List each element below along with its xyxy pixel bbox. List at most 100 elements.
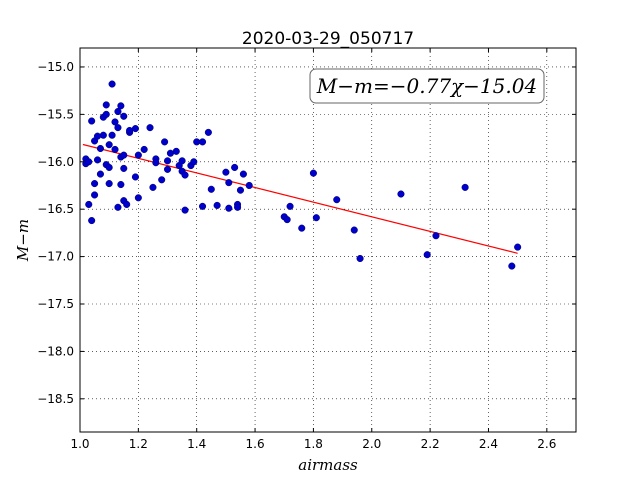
data-point xyxy=(161,138,169,146)
data-point xyxy=(120,112,128,120)
data-point xyxy=(190,158,198,166)
data-point xyxy=(356,254,364,263)
data-point xyxy=(222,168,230,176)
data-point xyxy=(309,169,317,177)
x-tick-label: 1.6 xyxy=(246,437,265,451)
chart-title: 2020-03-29_050717 xyxy=(242,29,414,49)
data-point xyxy=(120,151,128,159)
annotation-text: M−m=−0.77χ−15.04 xyxy=(316,74,537,98)
data-point xyxy=(140,145,148,154)
x-tick-label: 2.2 xyxy=(421,437,440,451)
data-point xyxy=(134,194,142,202)
data-point xyxy=(131,125,139,133)
y-tick-label: −15.5 xyxy=(37,107,74,121)
data-point xyxy=(102,101,110,109)
x-tick-label: 1.4 xyxy=(187,437,206,451)
y-tick-label: −16.0 xyxy=(37,155,74,169)
annotation-box xyxy=(309,68,545,104)
data-point xyxy=(163,165,172,173)
data-point xyxy=(163,157,172,165)
data-point xyxy=(207,185,215,193)
data-point xyxy=(234,203,242,211)
data-point xyxy=(283,216,291,224)
y-tick-label: −15.0 xyxy=(37,60,74,74)
data-point xyxy=(213,201,221,209)
data-point xyxy=(333,196,341,204)
data-point xyxy=(120,164,128,172)
data-point xyxy=(225,204,233,212)
data-point xyxy=(114,203,122,211)
data-point xyxy=(88,117,96,125)
data-point xyxy=(114,107,122,116)
data-point xyxy=(105,163,113,172)
x-tick-label: 2.0 xyxy=(362,437,381,451)
data-point xyxy=(172,147,180,155)
data-point xyxy=(231,163,239,172)
data-point xyxy=(88,217,96,225)
data-point xyxy=(105,141,113,149)
grid xyxy=(79,48,576,432)
data-point xyxy=(99,131,107,139)
data-point xyxy=(149,183,157,191)
data-point xyxy=(93,156,102,164)
data-point xyxy=(181,171,189,179)
data-point xyxy=(114,124,122,132)
plot-frame xyxy=(79,47,577,433)
data-point xyxy=(93,132,102,140)
data-point xyxy=(85,158,93,166)
x-tick-label: 2.6 xyxy=(537,437,556,451)
fit-annotation: M−m=−0.77χ−15.04 xyxy=(309,68,545,104)
data-point xyxy=(123,200,131,208)
data-point xyxy=(508,262,516,270)
data-point xyxy=(397,190,405,198)
x-tick-label: 1.8 xyxy=(304,437,323,451)
data-point xyxy=(96,170,104,178)
x-axis-label: airmass xyxy=(298,456,358,474)
points-group xyxy=(82,80,522,270)
data-point xyxy=(423,251,431,259)
data-point xyxy=(198,138,207,146)
data-point xyxy=(239,170,247,178)
data-point xyxy=(312,214,320,222)
data-point xyxy=(236,186,245,194)
data-point xyxy=(131,173,139,181)
data-point xyxy=(108,131,116,139)
data-point xyxy=(134,151,142,159)
data-point xyxy=(298,224,306,232)
y-tick-label: −18.0 xyxy=(37,344,74,358)
ticks: 1.0 1.2 1.4 1.6 1.8 2.0 2.2 2.4 2.6 −15.0 −15.5 −16… xyxy=(37,48,576,451)
x-tick-label: 1.2 xyxy=(129,437,148,451)
data-point xyxy=(146,124,154,132)
data-point xyxy=(225,179,233,187)
data-point xyxy=(85,200,93,208)
y-tick-label: −16.5 xyxy=(37,202,74,216)
x-tick-label: 1.0 xyxy=(70,437,89,451)
data-point xyxy=(514,243,522,251)
data-point xyxy=(117,102,125,110)
data-point xyxy=(204,128,212,136)
data-point xyxy=(461,183,469,191)
data-point xyxy=(117,180,125,189)
data-point xyxy=(102,110,110,118)
x-tick-label: 2.4 xyxy=(479,437,498,451)
y-tick-label: −17.0 xyxy=(37,250,74,264)
data-point xyxy=(198,202,207,210)
data-point xyxy=(91,180,99,188)
data-point xyxy=(152,159,160,167)
data-point xyxy=(111,145,119,154)
y-tick-label: −17.5 xyxy=(37,297,74,311)
data-point xyxy=(96,144,104,153)
data-point xyxy=(108,80,116,88)
data-point xyxy=(178,157,186,165)
data-point xyxy=(105,180,113,188)
data-point xyxy=(432,232,440,240)
data-point xyxy=(350,226,358,234)
y-tick-label: −18.5 xyxy=(37,392,74,406)
data-point xyxy=(158,176,166,184)
y-axis-label: M−m xyxy=(14,219,32,262)
data-point xyxy=(91,191,99,199)
data-point xyxy=(111,118,119,126)
data-point xyxy=(181,206,189,214)
data-point xyxy=(245,181,253,190)
